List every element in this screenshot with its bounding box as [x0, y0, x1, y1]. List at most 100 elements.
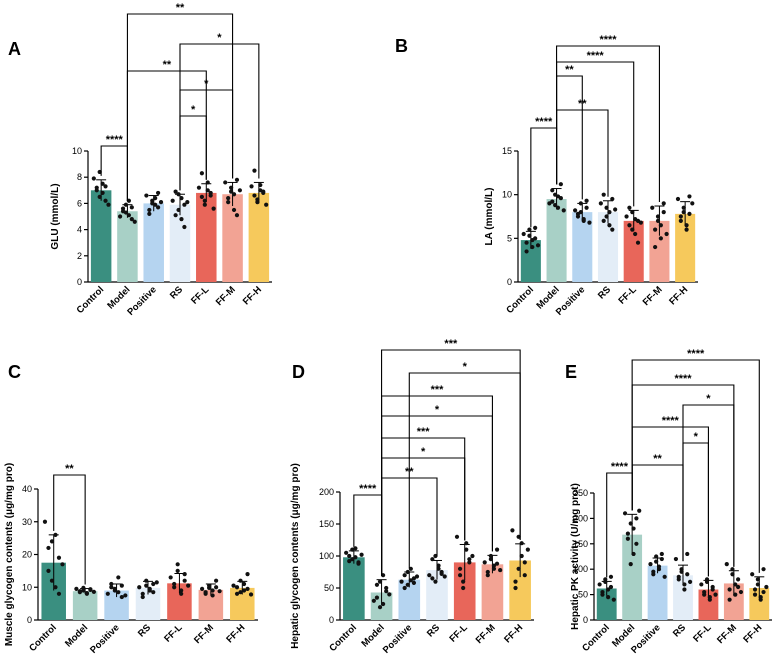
bar-model — [622, 534, 643, 620]
bar-positive — [572, 212, 593, 282]
data-point — [182, 578, 187, 583]
chart-panel-d: D Hepatic glycogen contents (μg/mg pro) 0 5… — [290, 338, 534, 656]
data-point — [100, 181, 105, 186]
data-point — [203, 590, 208, 595]
data-point — [664, 231, 669, 237]
data-point — [205, 180, 210, 185]
bar-ff-m — [723, 583, 744, 620]
data-point — [625, 536, 630, 541]
data-point — [710, 587, 715, 592]
data-point — [53, 532, 58, 537]
data-point — [527, 227, 532, 232]
data-point — [377, 579, 383, 584]
data-point — [356, 560, 361, 565]
data-point — [733, 582, 738, 587]
data-point — [461, 585, 466, 591]
data-point — [433, 579, 438, 584]
data-point — [535, 243, 541, 248]
data-point — [359, 552, 364, 557]
data-point — [488, 553, 493, 559]
data-point — [248, 592, 254, 597]
data-point — [208, 193, 213, 198]
x-tick-label: Positive — [125, 284, 159, 318]
data-point — [84, 591, 89, 596]
significance-label: * — [191, 104, 196, 116]
significance-bracket: ** — [53, 463, 86, 585]
data-point — [758, 595, 763, 600]
data-point — [464, 541, 469, 546]
y-tick-label: 5 — [507, 233, 512, 243]
data-point — [603, 579, 608, 585]
data-point — [533, 225, 538, 230]
data-point — [430, 576, 435, 581]
data-point — [123, 593, 128, 598]
y-tick-label: 0 — [583, 615, 588, 625]
data-point — [205, 188, 210, 193]
bar-ff-m — [222, 194, 243, 282]
data-point — [226, 196, 231, 201]
y-tick-label: 30 — [22, 517, 32, 527]
significance-bracket: *** — [187, 0, 200, 3]
data-point — [653, 227, 658, 232]
data-point — [622, 511, 628, 516]
data-point — [100, 190, 105, 196]
significance-label: * — [463, 361, 468, 373]
significance-label: ** — [176, 2, 185, 14]
data-point — [77, 589, 82, 594]
data-point — [661, 201, 666, 206]
data-point — [764, 584, 769, 590]
data-point — [724, 562, 729, 567]
y-tick-label: 250 — [573, 488, 588, 498]
data-point — [653, 244, 658, 250]
error-bar — [376, 579, 387, 606]
data-point — [436, 563, 441, 568]
data-point — [442, 574, 447, 579]
data-point — [457, 566, 463, 571]
data-point — [561, 208, 566, 213]
data-point — [185, 199, 190, 205]
y-axis-label: LA (mmol/L) — [484, 188, 495, 246]
data-point — [151, 590, 156, 595]
y-tick-label: 0 — [27, 615, 32, 625]
data-point — [129, 205, 134, 210]
data-point — [654, 559, 659, 564]
data-point — [116, 590, 121, 595]
x-tick-label: RS — [425, 622, 442, 639]
data-point — [179, 196, 184, 201]
significance-label: *** — [444, 338, 458, 350]
data-point — [634, 516, 639, 521]
bar-rs — [673, 575, 693, 620]
data-point — [633, 231, 638, 237]
data-point — [186, 583, 191, 588]
significance-label: ** — [653, 453, 662, 465]
x-tick-label: Positive — [88, 622, 122, 656]
significance-bracket: *** — [614, 0, 628, 3]
bar-control — [90, 190, 112, 282]
data-point — [607, 210, 612, 215]
data-point — [109, 585, 114, 590]
y-tick-label: 150 — [319, 519, 334, 529]
significance-bracket: * — [130, 0, 135, 3]
data-point — [439, 571, 444, 577]
data-point — [49, 578, 55, 583]
data-point — [252, 168, 257, 173]
y-tick-label: 10 — [22, 582, 32, 592]
y-tick-label: 4 — [77, 225, 82, 235]
x-tick-label: Positive — [381, 622, 415, 656]
y-tick-label: 40 — [22, 484, 32, 494]
data-point — [179, 591, 184, 596]
data-point — [214, 578, 219, 583]
data-point — [494, 547, 500, 552]
data-point — [491, 566, 497, 571]
y-tick-label: 100 — [319, 551, 334, 561]
data-point — [578, 210, 583, 215]
significance-label: * — [706, 393, 711, 405]
data-point — [88, 587, 93, 592]
data-point — [179, 217, 184, 222]
data-point — [558, 196, 563, 201]
data-point — [144, 193, 149, 198]
data-point — [699, 582, 704, 587]
data-point — [658, 223, 663, 228]
data-point — [238, 578, 243, 583]
data-point — [173, 189, 178, 194]
